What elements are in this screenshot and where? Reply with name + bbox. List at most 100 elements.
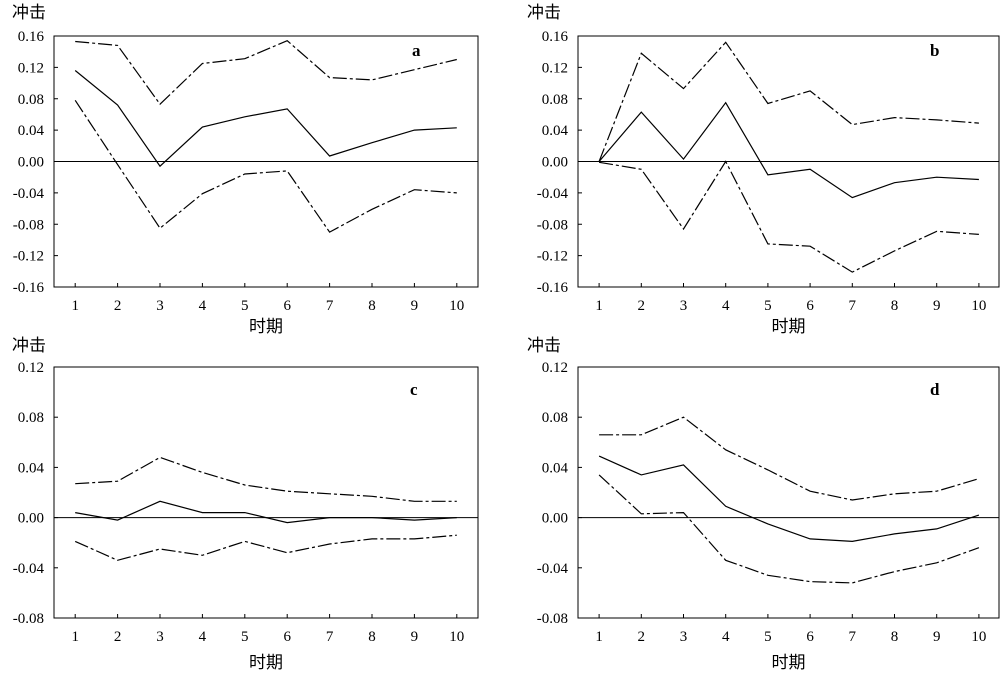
x-tick-label: 1	[71, 298, 79, 314]
x-tick-label: 2	[114, 629, 122, 645]
x-tick-label: 4	[199, 298, 207, 314]
x-tick-label: 10	[971, 298, 986, 314]
y-tick-label: -0.08	[537, 217, 568, 233]
x-tick-label: 7	[849, 629, 857, 645]
x-tick-label: 10	[971, 629, 986, 645]
x-tick-label: 1	[595, 298, 603, 314]
y-tick-label: -0.04	[537, 561, 569, 577]
y-tick-label: 0.16	[18, 29, 45, 45]
series-line-dash-dot-lower	[74, 534, 457, 561]
panel-letter: a	[412, 41, 421, 60]
panel-b: 0.16 0.12 0.08 0.04 0.00 -0.04 -0.08 -0.12 -0.16…	[527, 3, 1000, 337]
panel-letter: b	[930, 41, 939, 60]
x-tick-label: 6	[806, 298, 814, 314]
y-tick-label: 0.12	[542, 60, 568, 76]
x-tick-label: 6	[283, 629, 291, 645]
x-tick-label: 7	[849, 298, 857, 314]
x-tick-label: 1	[595, 629, 603, 645]
y-axis-title: 冲击	[12, 336, 46, 356]
y-tick-label: -0.08	[13, 611, 44, 627]
y-tick-label: 0.04	[18, 123, 45, 139]
x-tick-label: 3	[156, 629, 164, 645]
y-tick-label: 0.04	[542, 123, 569, 139]
y-tick-label: 0.00	[542, 155, 568, 171]
x-tick-label: 10	[449, 629, 464, 645]
series-line-solid	[74, 70, 457, 168]
y-tick-label: 0.08	[18, 92, 44, 108]
y-tick-label: 0.16	[542, 29, 569, 45]
x-tick-label: 5	[764, 298, 772, 314]
y-axis-title: 冲击	[527, 3, 561, 23]
y-tick-label: -0.16	[13, 280, 45, 296]
x-tick-label: 8	[891, 298, 899, 314]
y-tick-label: 0.12	[18, 60, 44, 76]
y-tick-label: -0.12	[537, 249, 568, 265]
y-axis-title: 冲击	[12, 3, 46, 23]
y-tick-label: -0.04	[537, 186, 569, 202]
x-tick-label: 9	[411, 629, 419, 645]
panel-d: 0.12 0.08 0.04 0.00 -0.04 -0.08 1 2 3 4 5 6 7 8 9 10 冲击时…	[527, 336, 1000, 673]
y-tick-label: 0.04	[542, 460, 569, 476]
x-axis-title: 时期	[249, 317, 283, 337]
series-line-dash-dot-lower	[74, 99, 457, 233]
series-line-solid	[598, 101, 979, 199]
y-tick-label: 0.08	[542, 92, 568, 108]
y-axis-title: 冲击	[527, 336, 561, 356]
x-axis-title: 时期	[772, 653, 806, 673]
x-tick-label: 8	[891, 629, 899, 645]
y-tick-label: -0.04	[13, 186, 45, 202]
series-line-dash-dot-upper	[598, 41, 979, 162]
series-line-dash-dot-upper	[599, 416, 980, 501]
x-tick-label: 5	[764, 629, 772, 645]
series-line-dash-dot-lower	[598, 474, 980, 584]
plot-frame	[53, 366, 479, 619]
x-tick-label: 8	[368, 629, 376, 645]
x-tick-label: 4	[199, 629, 207, 645]
x-tick-label: 2	[114, 298, 122, 314]
x-tick-label: 9	[933, 629, 941, 645]
x-tick-label: 3	[680, 629, 688, 645]
x-tick-label: 9	[411, 298, 419, 314]
panel-letter: c	[410, 380, 418, 399]
x-tick-label: 2	[638, 298, 646, 314]
x-tick-label: 10	[449, 298, 464, 314]
x-tick-label: 4	[722, 298, 730, 314]
x-tick-label: 8	[368, 298, 376, 314]
series-line-solid	[75, 500, 457, 524]
x-tick-label: 2	[638, 629, 646, 645]
x-tick-label: 9	[933, 298, 941, 314]
series-line-dash-dot-lower	[599, 160, 979, 273]
x-tick-label: 5	[241, 629, 249, 645]
y-tick-label: -0.08	[13, 217, 44, 233]
x-tick-label: 3	[680, 298, 688, 314]
y-tick-label: 0.04	[18, 460, 45, 476]
y-tick-label: 0.00	[18, 155, 44, 171]
plot-frame	[577, 366, 1000, 619]
series-line-dash-dot-upper	[75, 40, 457, 106]
x-tick-label: 6	[283, 298, 291, 314]
y-tick-label: -0.16	[537, 280, 569, 296]
x-tick-label: 6	[806, 629, 814, 645]
x-axis-title: 时期	[249, 653, 283, 673]
x-axis-title: 时期	[772, 317, 806, 337]
x-tick-label: 7	[326, 629, 334, 645]
x-tick-label: 3	[156, 298, 164, 314]
x-tick-label: 4	[722, 629, 730, 645]
y-tick-label: 0.00	[18, 511, 44, 527]
x-tick-label: 7	[326, 298, 334, 314]
y-tick-label: -0.12	[13, 249, 44, 265]
y-tick-label: -0.08	[537, 611, 568, 627]
x-tick-label: 5	[241, 298, 249, 314]
x-tick-label: 1	[71, 629, 79, 645]
panel-letter: d	[930, 380, 940, 399]
panel-c: 0.12 0.08 0.04 0.00 -0.04 -0.08 1 2 3 4 5 6 7 8 9 10 冲击时…	[12, 336, 479, 673]
series-line-dash-dot-upper	[75, 456, 457, 502]
y-tick-label: 0.00	[542, 511, 568, 527]
y-tick-label: 0.12	[542, 360, 568, 376]
y-tick-label: 0.08	[542, 410, 568, 426]
y-tick-label: -0.04	[13, 561, 45, 577]
y-tick-label: 0.08	[18, 410, 44, 426]
y-tick-label: 0.12	[18, 360, 44, 376]
panel-a: 0.16 0.12 0.08 0.04 0.00 -0.04 -0.08 -0.12 -0.16…	[12, 3, 479, 337]
